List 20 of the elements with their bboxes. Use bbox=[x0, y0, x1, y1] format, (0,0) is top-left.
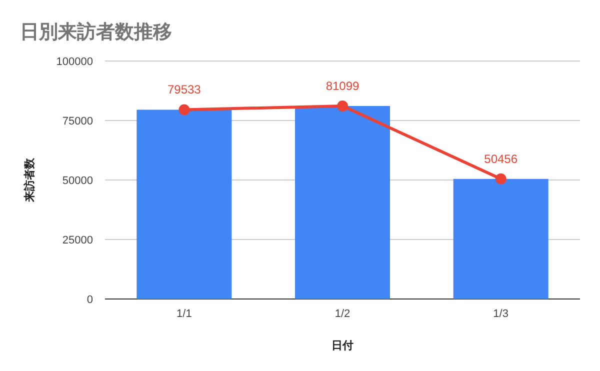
point bbox=[178, 104, 190, 116]
y-tick-label: 50000 bbox=[62, 175, 93, 187]
chart-title: 日別来訪者数推移 bbox=[20, 21, 172, 43]
y-tick-label: 75000 bbox=[62, 116, 93, 128]
data-label: 81099 bbox=[326, 78, 360, 93]
x-tick-label: 1/2 bbox=[334, 308, 350, 320]
y-axis-title: 来訪者数 bbox=[23, 157, 36, 203]
x-axis-title: 日付 bbox=[332, 340, 354, 352]
y-tick-label: 100000 bbox=[56, 56, 93, 68]
data-label: 79533 bbox=[167, 82, 202, 97]
data-label: 50456 bbox=[484, 152, 518, 166]
bar bbox=[295, 106, 390, 299]
bar bbox=[453, 178, 548, 299]
point bbox=[495, 173, 506, 184]
point bbox=[337, 100, 348, 112]
bar bbox=[136, 110, 232, 299]
y-tick-label: 0 bbox=[86, 294, 93, 306]
y-tick-label: 25000 bbox=[62, 234, 93, 246]
x-tick-label: 1/1 bbox=[176, 308, 192, 320]
x-tick-label: 1/3 bbox=[493, 308, 508, 320]
